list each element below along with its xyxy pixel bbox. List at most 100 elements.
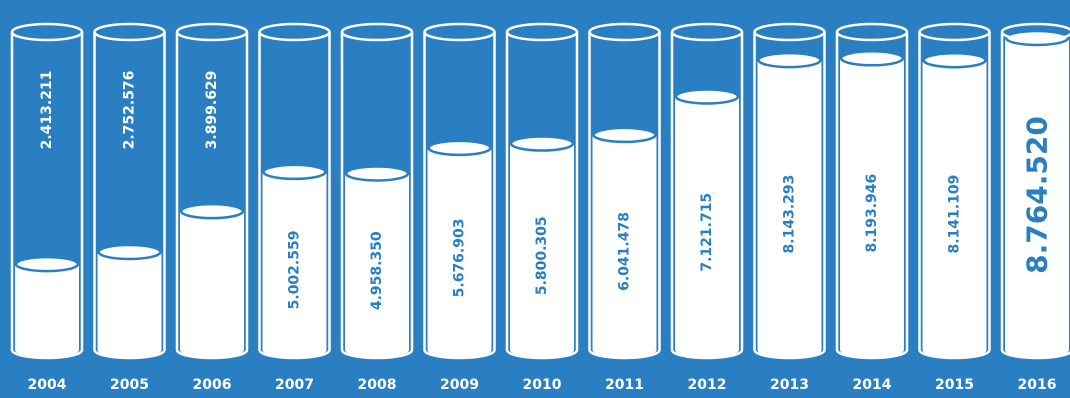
tube-rim-2004 [10,22,84,42]
tube-2015: 8.141.109 2015 [918,22,991,393]
fill-base-2010 [510,342,574,358]
value-label-2007: 5.002.559 [287,231,303,310]
fill-bar-2008 [345,173,409,350]
year-label-2009: 2009 [440,377,479,393]
tube-outline-2012 [670,32,744,360]
fill-bar-2011 [592,134,657,350]
tube-outline-2008 [340,32,414,360]
fill-bar-2005 [97,252,162,350]
tube-2013: 8.143.293 2013 [753,22,826,393]
fill-surface-2014 [839,50,905,67]
value-label-2006: 3.899.629 [204,71,220,150]
year-label-2013: 2013 [770,377,809,393]
fill-bar-2010 [510,143,574,350]
value-label-2015: 8.141.109 [947,175,963,254]
tube-outline-2005 [93,32,166,360]
fill-base-2009 [427,342,492,358]
value-label-2010: 5.800.305 [534,216,550,295]
fill-surface-2006 [179,202,245,220]
year-label-2012: 2012 [688,377,727,393]
tube-rim-2015 [918,22,991,42]
fill-base-2015 [922,342,987,358]
value-label-2012: 7.121.715 [699,193,715,272]
fill-base-2005 [97,342,162,358]
fill-surface-2004 [14,255,80,273]
fill-bar-2014 [840,58,904,350]
value-label-2009: 5.676.903 [452,219,468,298]
fill-base-2013 [757,342,822,358]
year-label-2015: 2015 [935,377,974,393]
tube-rim-2008 [340,22,414,42]
fill-surface-2009 [427,139,492,157]
tube-rim-2016 [1000,22,1070,42]
year-label-2011: 2011 [605,377,644,393]
fill-bar-2009 [427,147,492,350]
value-label-2014: 8.193.946 [864,174,880,253]
fill-surface-2012 [674,88,740,105]
fill-bar-2004 [15,264,79,350]
tube-outline-2013 [753,32,826,360]
fill-base-2012 [675,342,739,358]
year-label-2004: 2004 [28,377,67,393]
tube-group: 2.413.211 2004 2.752.576 2005 3.899.629 2006 5… [10,22,1070,393]
tube-2007: 5.002.559 2007 [258,22,331,393]
fill-surface-2011 [592,126,657,144]
fill-surface-2015 [922,51,987,69]
tube-outline-2011 [588,32,661,360]
tube-outline-2004 [10,32,84,360]
tube-rim-2014 [835,22,909,42]
fill-bar-2015 [922,60,987,350]
fill-bar-2016 [1005,38,1069,350]
tube-rim-2011 [588,22,661,42]
value-label-2004: 2.413.211 [39,71,55,150]
tube-outline-2007 [258,32,331,360]
fill-base-2011 [592,342,657,358]
tube-rim-2010 [505,22,579,42]
tube-outline-2006 [175,32,249,360]
tube-rim-2012 [670,22,744,42]
tube-2014: 8.193.946 2014 [835,22,909,393]
year-label-2008: 2008 [358,377,397,393]
fill-surface-2008 [344,165,410,182]
year-label-2016: 2016 [1018,377,1057,393]
fill-bar-2013 [757,60,822,351]
value-label-2005: 2.752.576 [122,71,138,150]
value-label-2013: 8.143.293 [782,175,798,254]
tube-outline-2015 [918,32,991,360]
fill-surface-2010 [509,135,575,152]
fill-surface-2007 [262,163,327,181]
value-label-2011: 6.041.478 [617,212,633,291]
fill-bar-2007 [262,171,327,350]
tube-rim-2006 [175,22,249,42]
tube-rim-2007 [258,22,331,42]
fill-base-2014 [840,342,904,358]
tube-rim-2005 [93,22,166,42]
tube-outline-2014 [835,32,909,360]
fill-surface-2005 [97,243,162,261]
tube-2008: 4.958.350 2008 [340,22,414,393]
tube-outline-2010 [505,32,579,360]
fill-surface-2016 [1004,29,1070,47]
tube-2009: 5.676.903 2009 [423,22,496,393]
fill-base-2004 [15,342,79,358]
tube-2011: 6.041.478 2011 [588,22,661,393]
fill-surface-2013 [757,51,822,69]
value-label-2016: 8.764.520 [1021,116,1054,274]
year-label-2006: 2006 [193,377,232,393]
fill-base-2008 [345,342,409,358]
tube-2005: 2.752.576 2005 [93,22,166,393]
year-label-2007: 2007 [275,377,314,393]
fill-bar-2012 [675,96,739,351]
tube-2016: 8.764.520 2016 [1000,22,1070,393]
fill-base-2007 [262,342,327,358]
fill-base-2016 [1005,342,1069,358]
tube-outline-2009 [423,32,496,360]
tube-2012: 7.121.715 2012 [670,22,744,393]
tube-2010: 5.800.305 2010 [505,22,579,393]
fill-base-2006 [180,342,244,358]
tube-2006: 3.899.629 2006 [175,22,249,393]
tube-rim-2013 [753,22,826,42]
tube-rim-2009 [423,22,496,42]
tube-2004: 2.413.211 2004 [10,22,84,393]
